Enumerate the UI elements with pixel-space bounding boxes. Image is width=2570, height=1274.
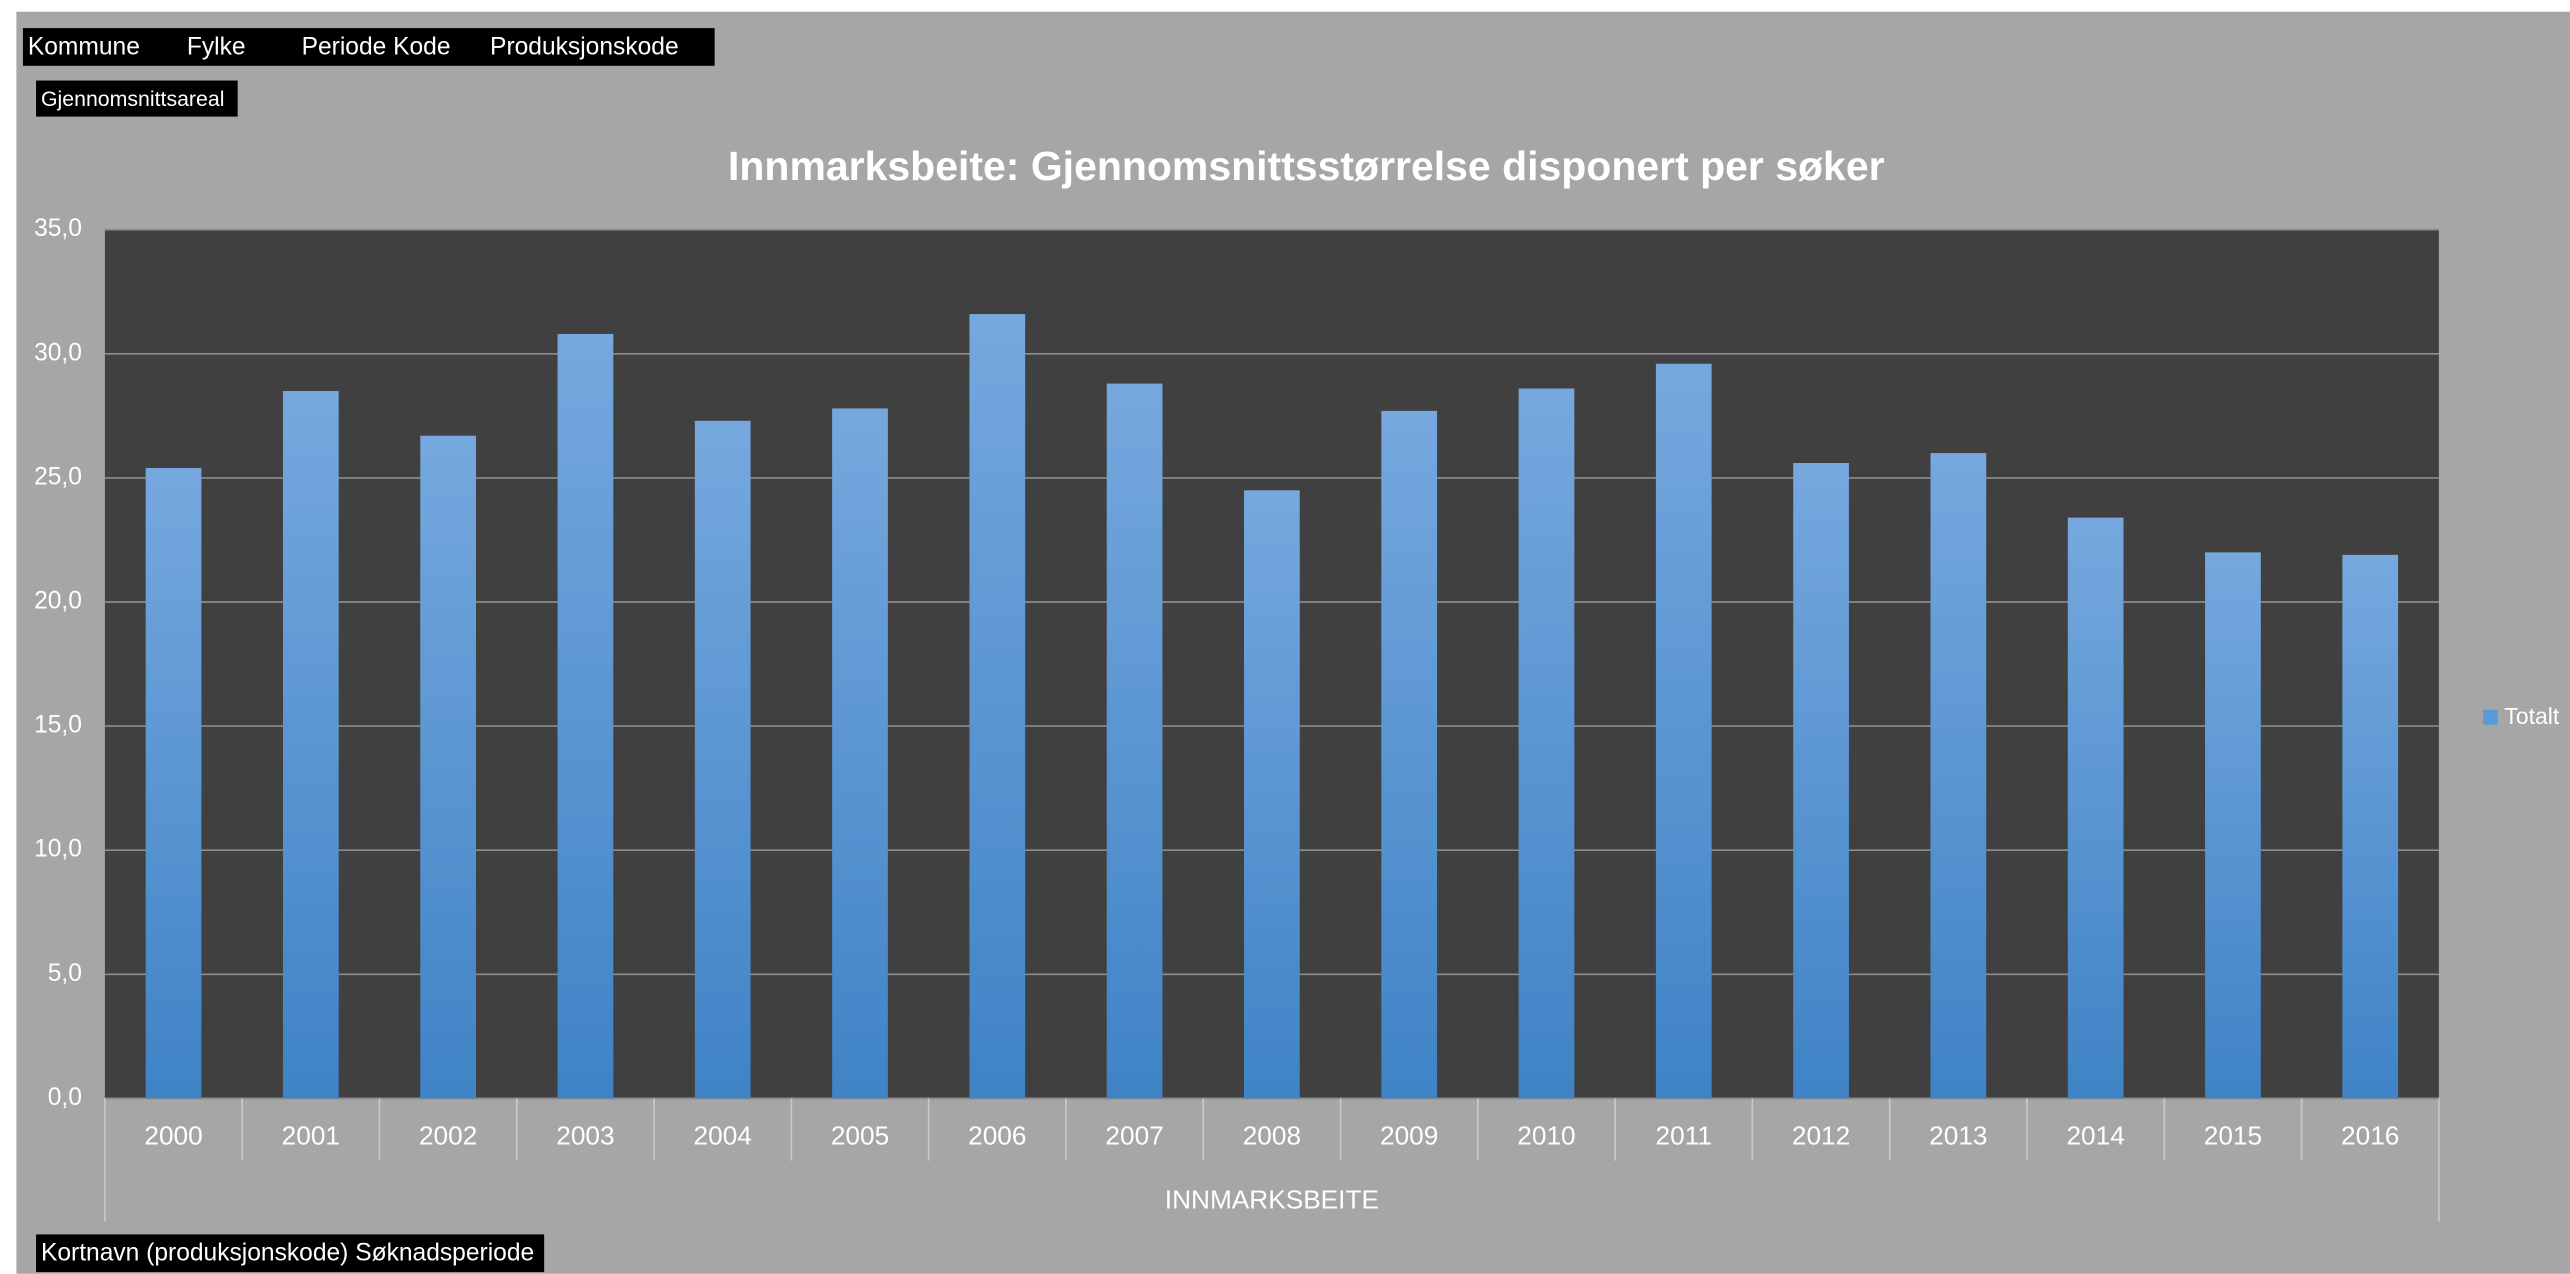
bar [1381,410,1438,1099]
filter-button[interactable]: Periode Kode [302,33,451,60]
row-field-button[interactable]: Kortnavn (produksjonskode) Søknadsperiod… [41,1240,534,1267]
x-tick-label: 2008 [1243,1121,1301,1151]
bar [145,467,202,1099]
y-tick-label: 20,0 [34,587,82,614]
x-tick-label: 2016 [2341,1121,2399,1151]
x-tick-label: 2009 [1380,1121,1438,1151]
legend-swatch [2483,709,2498,725]
bar [1655,363,1712,1099]
bar [282,391,339,1099]
bar [557,333,614,1099]
chart-title: Innmarksbeite: Gjennomsnittsstørrelse di… [728,143,1885,189]
bar [1793,463,1849,1099]
y-tick-label: 15,0 [34,712,82,739]
x-tick-label: 2003 [556,1121,614,1151]
bar [2205,552,2261,1099]
bar [420,435,476,1099]
y-tick-label: 10,0 [34,836,82,863]
filter-bar [22,28,715,66]
legend-label: Totalt [2504,703,2559,729]
value-field-box [36,80,238,117]
x-tick-label: 2002 [419,1121,477,1151]
filter-button[interactable]: Kommune [28,33,140,60]
x-tick-label: 2014 [2066,1121,2124,1151]
x-tick-label: 2013 [1929,1121,1987,1151]
bar [694,420,751,1099]
x-tick-label: 2004 [694,1121,752,1151]
x-tick-label: 2000 [144,1121,202,1151]
bar [832,408,888,1099]
x-tick-label: 2005 [831,1121,889,1151]
bar [969,314,1026,1099]
y-tick-label: 30,0 [34,339,82,366]
x-tick-label: 2015 [2204,1121,2262,1151]
bar [2342,554,2399,1099]
value-field-button[interactable]: Gjennomsnittsareal [41,87,224,111]
bar [1930,453,1987,1099]
x-tick-label: 2010 [1517,1121,1575,1151]
y-tick-label: 0,0 [48,1084,82,1111]
x-tick-label: 2001 [282,1121,340,1151]
x-tick-label: 2011 [1656,1121,1712,1151]
bar [1518,388,1575,1099]
x-axis-label: INNMARKSBEITE [1165,1185,1379,1215]
y-tick-label: 25,0 [34,463,82,490]
row-field-box [36,1234,545,1273]
x-tick-label: 2012 [1792,1121,1850,1151]
x-tick-label: 2007 [1105,1121,1163,1151]
bar [2067,517,2124,1099]
filter-button[interactable]: Produksjonskode [490,33,679,60]
y-tick-label: 5,0 [48,960,82,987]
bar [1106,383,1163,1099]
x-tick-label: 2006 [968,1121,1026,1151]
bar [1244,490,1300,1099]
filter-button[interactable]: Fylke [187,33,246,60]
y-tick-label: 35,0 [34,215,82,242]
